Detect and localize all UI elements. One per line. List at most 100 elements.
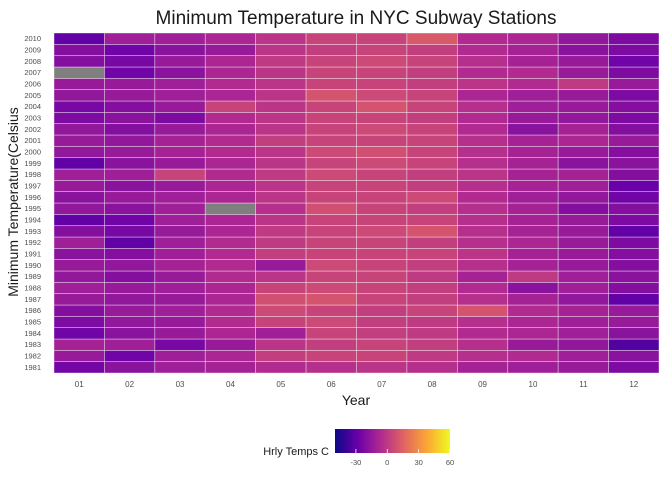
y-tick-label: 1993 bbox=[24, 227, 41, 236]
x-tick-label: 07 bbox=[377, 380, 386, 389]
heatmap-cell bbox=[305, 89, 357, 102]
heatmap-cell bbox=[104, 66, 156, 79]
heatmap-cell bbox=[204, 225, 257, 238]
y-tick-label: 1998 bbox=[24, 170, 41, 179]
x-tick-label: 12 bbox=[629, 380, 638, 389]
y-tick-label: 2009 bbox=[24, 46, 41, 55]
heatmap-cell bbox=[507, 259, 559, 272]
heatmap-cell bbox=[406, 168, 458, 181]
heatmap-cell bbox=[406, 315, 458, 329]
y-tick-label: 1982 bbox=[24, 352, 41, 361]
heatmap-cell bbox=[406, 134, 458, 147]
heatmap-cell bbox=[104, 236, 156, 249]
y-tick-label: 1999 bbox=[24, 159, 41, 168]
heatmap-cell bbox=[255, 111, 307, 125]
heatmap-cell bbox=[305, 327, 357, 340]
heatmap-cell bbox=[104, 77, 156, 91]
heatmap-cell bbox=[204, 89, 257, 102]
heatmap-cell bbox=[557, 111, 609, 125]
heatmap-cell bbox=[557, 247, 609, 261]
heatmap-cell bbox=[305, 111, 357, 125]
heatmap-cell bbox=[305, 100, 357, 113]
heatmap-cell bbox=[507, 270, 559, 283]
heatmap-cell bbox=[507, 202, 559, 215]
heatmap-cell bbox=[255, 55, 307, 68]
heatmap-cell bbox=[456, 247, 509, 261]
heatmap-cell bbox=[104, 157, 156, 170]
heatmap-cell bbox=[154, 304, 206, 317]
heatmap-cell bbox=[356, 191, 408, 204]
heatmap-cell bbox=[356, 247, 408, 261]
heatmap-cell bbox=[456, 123, 509, 136]
heatmap-cell bbox=[557, 349, 609, 363]
heatmap-cell bbox=[53, 191, 105, 204]
heatmap-cell bbox=[154, 32, 206, 45]
heatmap-cell bbox=[557, 270, 609, 283]
heatmap-cell bbox=[356, 270, 408, 283]
heatmap-cell bbox=[305, 361, 357, 374]
heatmap-cell bbox=[53, 55, 105, 68]
heatmap-cell bbox=[255, 134, 307, 147]
heatmap-cell bbox=[557, 259, 609, 272]
heatmap-cell bbox=[356, 100, 408, 113]
heatmap-cell bbox=[53, 281, 105, 295]
heatmap-cell bbox=[406, 213, 458, 227]
heatmap-cell bbox=[53, 145, 105, 159]
heatmap-cell bbox=[557, 179, 609, 193]
y-tick-label: 2010 bbox=[24, 34, 41, 43]
heatmap-cell bbox=[507, 32, 559, 45]
heatmap-cell bbox=[507, 179, 559, 193]
heatmap-cell bbox=[557, 213, 609, 227]
heatmap-cell bbox=[608, 191, 660, 204]
heatmap-cell bbox=[204, 77, 257, 91]
heatmap-cell bbox=[456, 100, 509, 113]
heatmap-cell bbox=[53, 179, 105, 193]
x-tick-label: 06 bbox=[327, 380, 336, 389]
legend-colorbar bbox=[335, 429, 450, 453]
heatmap-cell bbox=[154, 259, 206, 272]
heatmap-cell bbox=[104, 293, 156, 306]
heatmap-cell bbox=[456, 89, 509, 102]
heatmap-cell bbox=[456, 157, 509, 170]
heatmap-cell bbox=[53, 259, 105, 272]
heatmap-cell bbox=[204, 145, 257, 159]
heatmap-cell bbox=[406, 236, 458, 249]
heatmap-cell bbox=[104, 100, 156, 113]
heatmap-cell bbox=[154, 213, 206, 227]
heatmap-cell bbox=[356, 293, 408, 306]
heatmap-cell bbox=[507, 77, 559, 91]
heatmap-cell bbox=[154, 179, 206, 193]
heatmap-cell bbox=[608, 43, 660, 57]
heatmap-cell bbox=[204, 100, 257, 113]
heatmap-cell bbox=[53, 236, 105, 249]
legend-tick-label: 0 bbox=[385, 458, 389, 467]
heatmap-cell bbox=[53, 123, 105, 136]
heatmap-cell bbox=[305, 315, 357, 329]
heatmap-cell bbox=[53, 100, 105, 113]
heatmap-cell bbox=[305, 168, 357, 181]
heatmap-cell bbox=[255, 361, 307, 374]
heatmap-cell bbox=[255, 43, 307, 57]
heatmap-cell bbox=[456, 145, 509, 159]
heatmap-cell bbox=[456, 349, 509, 363]
heatmap-cell bbox=[507, 338, 559, 351]
heatmap-cell bbox=[305, 77, 357, 91]
heatmap-cell bbox=[204, 32, 257, 45]
heatmap-cell bbox=[356, 202, 408, 215]
heatmap-cell bbox=[456, 43, 509, 57]
heatmap-cell bbox=[507, 327, 559, 340]
y-tick-label: 1990 bbox=[24, 261, 41, 270]
heatmap-cell bbox=[154, 111, 206, 125]
heatmap-cell bbox=[204, 134, 257, 147]
heatmap-cell bbox=[53, 225, 105, 238]
heatmap-cell bbox=[305, 213, 357, 227]
heatmap-cell bbox=[204, 293, 257, 306]
heatmap-cell bbox=[356, 55, 408, 68]
legend-title: Hrly Temps C bbox=[263, 446, 329, 458]
heatmap-cell bbox=[255, 259, 307, 272]
legend-ticks: -30 0 30 60 bbox=[350, 449, 454, 467]
heatmap-cell bbox=[154, 123, 206, 136]
heatmap-cell bbox=[406, 100, 458, 113]
heatmap-cell bbox=[507, 293, 559, 306]
heatmap-cell bbox=[507, 281, 559, 295]
